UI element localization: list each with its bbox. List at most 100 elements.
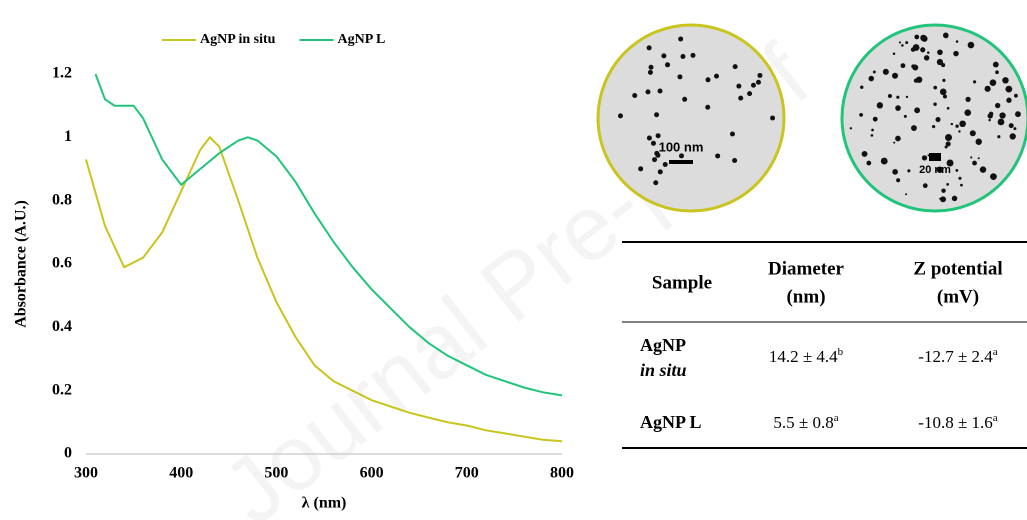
particle (933, 103, 936, 106)
particle (997, 135, 1000, 138)
particle (913, 44, 920, 51)
table-header: Sample (652, 272, 712, 293)
particle (893, 142, 895, 144)
particle (715, 153, 720, 158)
figure: Journal Pre-proof λ (nm) Absorbance (A.U… (0, 0, 1027, 520)
particle (920, 47, 925, 52)
particle (937, 49, 943, 55)
particle (999, 112, 1005, 118)
particle (937, 59, 943, 65)
scale-label: 100 nm (659, 139, 704, 154)
particle (656, 133, 661, 138)
particle (770, 116, 775, 121)
table-cell: 5.5 ± 0.8a (773, 412, 838, 432)
x-tick-label: 800 (550, 465, 574, 482)
y-tick-label: 0 (64, 445, 72, 462)
particle (1005, 86, 1012, 93)
x-tick-label: 400 (169, 465, 193, 482)
particle (914, 107, 920, 113)
y-tick-label: 0.6 (52, 255, 72, 272)
cell-value: -12.7 ± 2.4 (918, 347, 993, 366)
particle (654, 112, 659, 117)
cell-value: 5.5 ± 0.8 (773, 413, 833, 432)
particle (751, 83, 756, 88)
table: Sample Diameter (nm) Z potential (mV) Ag… (622, 242, 1027, 448)
particle (860, 86, 863, 89)
particle (1002, 77, 1008, 83)
particle (923, 183, 928, 188)
cell-value: -10.8 ± 1.6 (918, 413, 993, 432)
particle (953, 51, 959, 57)
particle (927, 51, 930, 54)
table-cell: -10.8 ± 1.6a (918, 412, 998, 432)
particle (995, 70, 999, 74)
table-header: Diameter (768, 258, 845, 279)
particle (905, 41, 908, 44)
particle (995, 103, 1000, 108)
y-tick-label: 0.8 (52, 191, 72, 208)
particle (705, 105, 710, 110)
x-axis-label: λ (nm) (302, 495, 347, 512)
particle (946, 141, 951, 146)
table-cell: AgNP (640, 335, 686, 355)
cell-sup: a (834, 412, 839, 424)
particle (945, 134, 952, 141)
y-tick-label: 1 (64, 128, 72, 145)
particle (1009, 123, 1014, 128)
particle (736, 84, 741, 89)
particle (1006, 98, 1011, 103)
micrograph-bg (842, 25, 1027, 211)
particle (883, 69, 889, 75)
particle (677, 74, 682, 79)
particle (892, 169, 898, 175)
particle (647, 136, 652, 141)
particle (970, 130, 976, 136)
particle (904, 115, 907, 118)
particle (965, 97, 970, 102)
y-tick-label: 0.2 (52, 381, 72, 398)
table-cell: AgNP L (640, 412, 702, 432)
particle (905, 193, 907, 195)
particle (956, 40, 959, 43)
particle (714, 74, 719, 79)
particle (665, 62, 670, 67)
particle (873, 117, 878, 122)
particle (866, 161, 871, 166)
x-tick-label: 500 (264, 465, 288, 482)
particle (1015, 111, 1021, 117)
particle (690, 53, 695, 58)
particle (958, 130, 960, 132)
particle (951, 123, 953, 125)
particle (895, 105, 901, 111)
particle (733, 64, 738, 69)
particle (942, 79, 945, 82)
table-cell: -12.7 ± 2.4a (918, 346, 998, 366)
particle (940, 89, 947, 96)
particle (678, 37, 683, 42)
particle (901, 44, 904, 47)
particle (869, 76, 875, 82)
particle (648, 70, 653, 75)
particle (911, 125, 917, 131)
x-tick-label: 300 (74, 465, 98, 482)
y-axis-label: Absorbance (A.U.) (13, 200, 30, 328)
particle (873, 71, 876, 74)
particle (871, 134, 874, 137)
particle (859, 113, 863, 117)
particle (896, 178, 900, 182)
particle (850, 127, 852, 129)
particle (924, 55, 930, 61)
particle (980, 166, 986, 172)
cell-sup: a (993, 346, 998, 358)
table-header: Z potential (913, 258, 1002, 279)
particle (970, 156, 972, 158)
particle (939, 198, 941, 200)
table-cell: in situ (640, 360, 687, 380)
particle (653, 180, 658, 185)
particle (892, 73, 898, 79)
particle (1010, 133, 1016, 139)
table-header: (mV) (937, 286, 979, 307)
micrograph: 100 nm (598, 25, 784, 211)
particle (964, 109, 971, 116)
particle (658, 89, 663, 94)
